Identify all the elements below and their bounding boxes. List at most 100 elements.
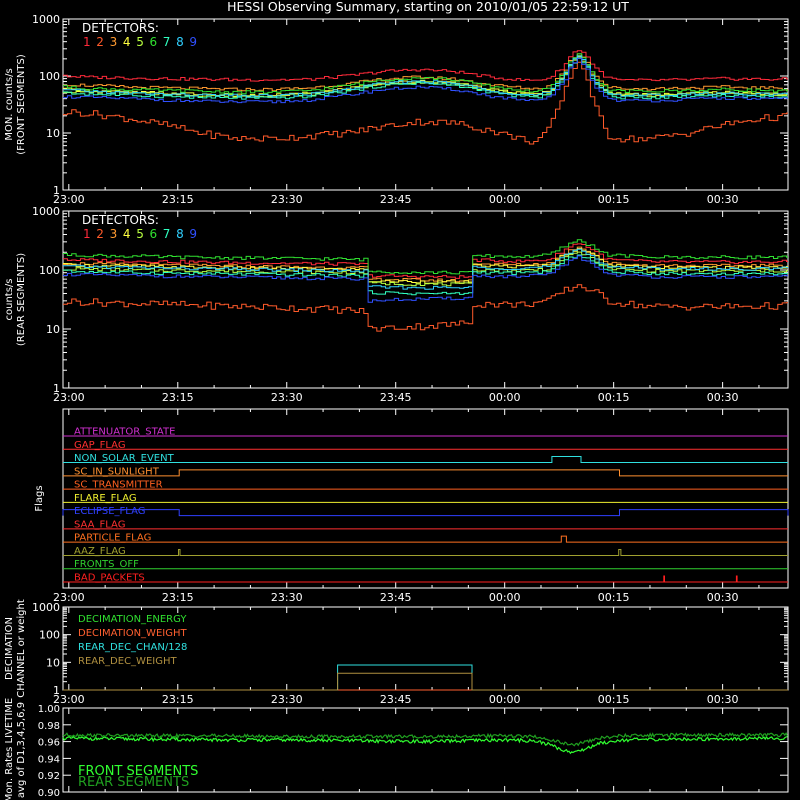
- front-xtick-label: 23:45: [380, 193, 412, 206]
- flag-line-non-solar-event: [63, 456, 788, 464]
- livetime-ytick-label: 0.94: [38, 754, 60, 765]
- rear-ytick-label: 1000: [32, 205, 60, 218]
- front-legend-detector-4: 4: [123, 35, 131, 49]
- flags-xtick-label: 00:00: [489, 591, 521, 604]
- decimation-xtick-label: 23:15: [162, 693, 194, 706]
- decimation-ytick-label: 1: [53, 684, 60, 697]
- front-legend-detector-9: 9: [189, 35, 197, 49]
- flags-frame: [62, 408, 789, 589]
- flag-label-eclipse-flag: ECLIPSE_FLAG: [74, 506, 145, 517]
- rear-series-detector-3: [63, 246, 788, 283]
- rear-ytick-label: 100: [39, 264, 60, 277]
- rear-xtick-label: 00:15: [598, 391, 630, 404]
- flags-xtick-label: 23:15: [162, 591, 194, 604]
- flags-ylabel: Flags: [34, 485, 45, 511]
- front-legend-detector-7: 7: [163, 35, 171, 49]
- flag-line-sc-in-sunlight: [63, 469, 788, 477]
- flag-label-fronts-off: FRONTS_OFF: [74, 559, 139, 570]
- flag-label-saa-flag: SAA_FLAG: [74, 519, 125, 530]
- decimation-ylabel: DECIMATION: [4, 617, 15, 680]
- decimation-xtick-label: 00:30: [707, 693, 739, 706]
- rear-ylabel: counts/s: [4, 278, 15, 320]
- rear-legend-detector-9: 9: [189, 227, 197, 241]
- front-frame: [62, 18, 789, 191]
- rear-ytick-label: 10: [46, 323, 60, 336]
- decimation-legend-rear-dec-weight: REAR_DEC_WEIGHT: [78, 656, 177, 667]
- front-xtick-label: 23:30: [271, 193, 303, 206]
- front-xtick-label: 23:00: [53, 193, 85, 206]
- flag-label-aaz-flag: AAZ_FLAG: [74, 546, 126, 557]
- rear-xtick-label: 23:45: [380, 391, 412, 404]
- front-xtick-label: 00:15: [598, 193, 630, 206]
- front-ylabel2: (FRONT SEGMENTS): [16, 54, 27, 155]
- livetime-legend-front-segments: FRONT SEGMENTS: [78, 764, 198, 779]
- rear-legend-detector-1: 1: [83, 227, 91, 241]
- decimation-ytick-label: 1000: [32, 601, 60, 614]
- rear-series-detector-8: [63, 248, 788, 290]
- front-ytick-label: 10: [46, 127, 60, 140]
- rear-legend-detector-2: 2: [96, 227, 104, 241]
- front-ytick-label: 1: [53, 184, 60, 197]
- front-series-detector-2: [63, 61, 788, 145]
- front-legend-detector-6: 6: [150, 35, 158, 49]
- rear-xtick-label: 00:00: [489, 391, 521, 404]
- decimation-ytick-label: 10: [46, 656, 60, 669]
- rear-legend-detector-4: 4: [123, 227, 131, 241]
- flag-label-particle-flag: PARTICLE_FLAG: [74, 533, 151, 544]
- livetime-ytick-label: 0.90: [38, 788, 60, 799]
- rear-legend-detector-6: 6: [150, 227, 158, 241]
- flags-xtick-label: 23:45: [380, 591, 412, 604]
- rear-series-detector-2: [63, 284, 788, 332]
- rear-legend-detector-7: 7: [163, 227, 171, 241]
- front-series-detector-1: [63, 50, 788, 82]
- decimation-legend-decimation-energy: DECIMATION_ENERGY: [78, 614, 187, 625]
- front-xtick-label: 00:30: [707, 193, 739, 206]
- rear-series-detector-5: [63, 251, 788, 287]
- decimation-xtick-label: 23:30: [271, 693, 303, 706]
- front-legend-detector-5: 5: [136, 35, 144, 49]
- rear-legend-title: DETECTORS:: [82, 213, 159, 227]
- flag-label-sc-in-sunlight: SC_IN_SUNLIGHT: [74, 466, 160, 477]
- rear-legend-detector-5: 5: [136, 227, 144, 241]
- livetime-legend-rear-segments: REAR SEGMENTS: [78, 775, 189, 790]
- rear-xtick-label: 23:00: [53, 391, 85, 404]
- panels: 1 10 100 1000 MON. counts/s (FRONT SEGMENTS) D…: [4, 13, 789, 800]
- rear-series-detector-1: [63, 243, 788, 279]
- decimation-xtick-label: 00:00: [489, 693, 521, 706]
- flag-label-attenuator-state: ATTENUATOR_STATE: [74, 427, 175, 438]
- livetime-series-rear-segments: [62, 732, 788, 747]
- front-ylabel: MON. counts/s: [4, 68, 15, 140]
- front-legend-detector-3: 3: [110, 35, 118, 49]
- decimation-xtick-label: 23:00: [53, 693, 85, 706]
- rear-legend-detector-8: 8: [176, 227, 184, 241]
- flags-xtick-label: 00:15: [598, 591, 630, 604]
- rear-xtick-label: 23:30: [271, 391, 303, 404]
- front-ytick-label: 1000: [32, 13, 60, 26]
- decimation-series-rear-dec-chan-128: [63, 664, 788, 691]
- rear-ytick-label: 1: [53, 382, 60, 395]
- flag-label-sc-transmitter: SC_TRANSMITTER: [74, 480, 163, 491]
- rear-series-detector-6: [63, 239, 788, 275]
- flag-line-particle-flag: [63, 535, 788, 543]
- livetime-frame: [62, 707, 789, 793]
- front-ytick-label: 100: [39, 70, 60, 83]
- rear-frame: [62, 210, 789, 389]
- front-xtick-label: 00:00: [489, 193, 521, 206]
- figure-title: HESSI Observing Summary, starting on 201…: [227, 0, 629, 14]
- decimation-ytick-label: 100: [39, 629, 60, 642]
- livetime-ylabel: Mon. Rates LIVETIME: [4, 698, 15, 800]
- front-legend-detector-1: 1: [83, 35, 91, 49]
- rear-xtick-label: 00:30: [707, 391, 739, 404]
- flags-xtick-label: 00:30: [707, 591, 739, 604]
- front-series-detector-8: [63, 55, 788, 98]
- flag-line-aaz-flag: [63, 548, 788, 556]
- front-xtick-label: 23:15: [162, 193, 194, 206]
- decimation-legend-decimation-weight: DECIMATION_WEIGHT: [78, 628, 187, 639]
- flag-label-non-solar-event: NON_SOLAR_EVENT: [74, 453, 175, 464]
- livetime-ytick-label: 0.98: [38, 721, 60, 732]
- rear-ylabel2: (REAR SEGMENTS): [16, 253, 27, 346]
- front-legend-detector-8: 8: [176, 35, 184, 49]
- rear-xtick-label: 23:15: [162, 391, 194, 404]
- decimation-series-rear-dec-weight: [63, 672, 788, 691]
- flag-label-gap-flag: GAP_FLAG: [74, 440, 126, 451]
